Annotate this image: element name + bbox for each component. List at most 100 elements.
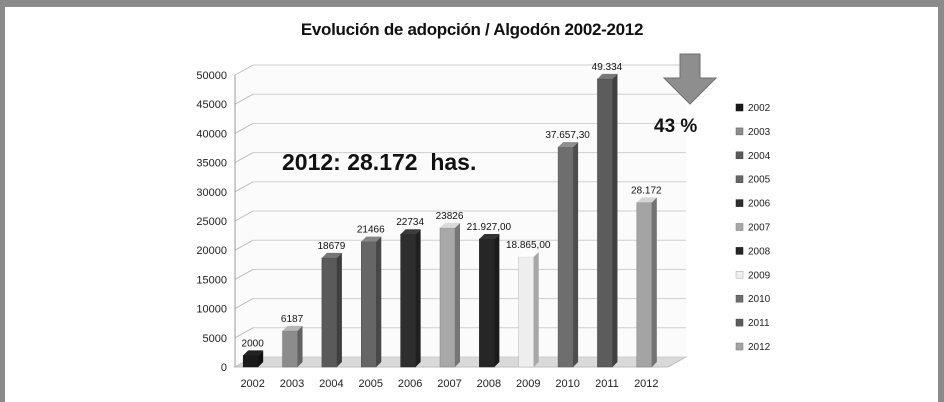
legend-label: 2012 [748,342,771,353]
bar-side [533,251,539,367]
y-tick-label: 20000 [196,245,227,257]
data-label: 6187 [281,314,304,325]
chart-title: Evolución de adopción / Algodón 2002-201… [300,20,644,39]
y-tick-label: 5000 [203,333,227,345]
bar [242,355,259,368]
y-tick-label: 40000 [196,128,227,140]
legend-swatch [735,199,744,207]
data-label: 18679 [318,241,346,252]
x-tick-label: 2003 [280,378,304,390]
data-label: 37.657,30 [545,130,590,141]
bar-side [297,325,303,367]
x-tick-label: 2010 [555,378,579,390]
x-tick-label: 2006 [398,378,422,390]
bar [400,233,416,368]
y-tick-label: 30000 [196,187,227,199]
legend-label: 2002 [748,103,771,114]
y-tick-label: 45000 [196,99,227,111]
gridline-side [234,122,254,134]
frame-right-border [938,0,944,402]
x-tick-label: 2009 [516,378,540,390]
bar [518,256,534,368]
legend-swatch [735,318,744,327]
legend-swatch [735,271,744,279]
annotation-summary: 2012: 28.172 has. [282,149,476,175]
data-label: 23826 [436,211,464,222]
legend-label: 2011 [748,318,770,329]
bar [321,257,338,368]
legend-swatch [735,247,744,255]
down-arrow-icon [662,53,718,105]
bar-top [479,233,500,239]
bar-top [558,142,579,148]
bar [439,227,456,368]
x-tick-label: 2012 [634,378,658,390]
bar-side [455,222,460,367]
bar-top [597,73,618,79]
data-label: 2000 [242,338,265,349]
bar-top [400,229,421,235]
bar-side [651,197,657,367]
data-label: 21466 [357,225,385,236]
y-tick-label: 15000 [196,274,227,286]
legend-swatch [735,103,744,112]
legend-swatch [735,151,744,160]
annotation-change: 43 % [654,116,697,137]
gridline-side [234,64,254,76]
legend-swatch [735,294,744,303]
legend-label: 2007 [748,223,771,234]
gridline-side [234,268,254,280]
legend-swatch [735,342,744,351]
legend-label: 2006 [748,199,771,210]
x-tick-label: 2002 [240,378,264,390]
x-tick-label: 2011 [595,378,619,390]
legend-swatch [735,223,744,231]
x-tick-label: 2008 [477,378,501,390]
y-tick-label: 50000 [196,70,227,82]
gridline-side [234,93,254,105]
bar-top [440,222,460,228]
legend-label: 2003 [748,127,771,138]
bar-side [376,236,382,367]
bar-top [518,251,539,257]
x-tick-label: 2004 [319,378,343,390]
bar-side [336,252,342,367]
bar-side [494,233,500,367]
gridline-side [234,327,254,339]
bar-side [612,73,618,368]
x-tick-label: 2007 [437,378,461,390]
legend-label: 2004 [748,151,771,162]
y-tick-label: 35000 [196,158,227,170]
frame-top-border [0,0,944,7]
bar-side [258,350,264,367]
y-tick-label: 10000 [196,304,227,316]
bar-side [573,142,579,367]
data-label: 21.927,00 [467,222,512,233]
bar [361,241,377,368]
data-label: 22734 [396,217,424,228]
legend-swatch [735,175,744,183]
bar [597,78,613,368]
bar [636,202,653,368]
chart-floor [233,356,688,368]
bar [557,146,574,368]
data-label: 18.865,00 [506,240,551,251]
bar-side [415,229,421,367]
gridline-side [234,181,254,193]
bar-top [282,325,303,331]
gridline-side [234,298,254,310]
legend-label: 2010 [748,294,771,305]
legend-swatch [735,127,744,136]
x-tick-label: 2005 [359,378,383,390]
legend-label: 2009 [748,270,771,281]
bar [282,330,298,368]
bar-top [636,197,657,203]
gridline-side [234,239,254,251]
bar [479,238,495,368]
data-label: 49.334 [592,62,623,73]
data-label: 28.172 [631,185,662,196]
gridline-side [234,152,254,164]
frame-left-border [0,0,5,402]
legend-label: 2005 [748,175,771,186]
